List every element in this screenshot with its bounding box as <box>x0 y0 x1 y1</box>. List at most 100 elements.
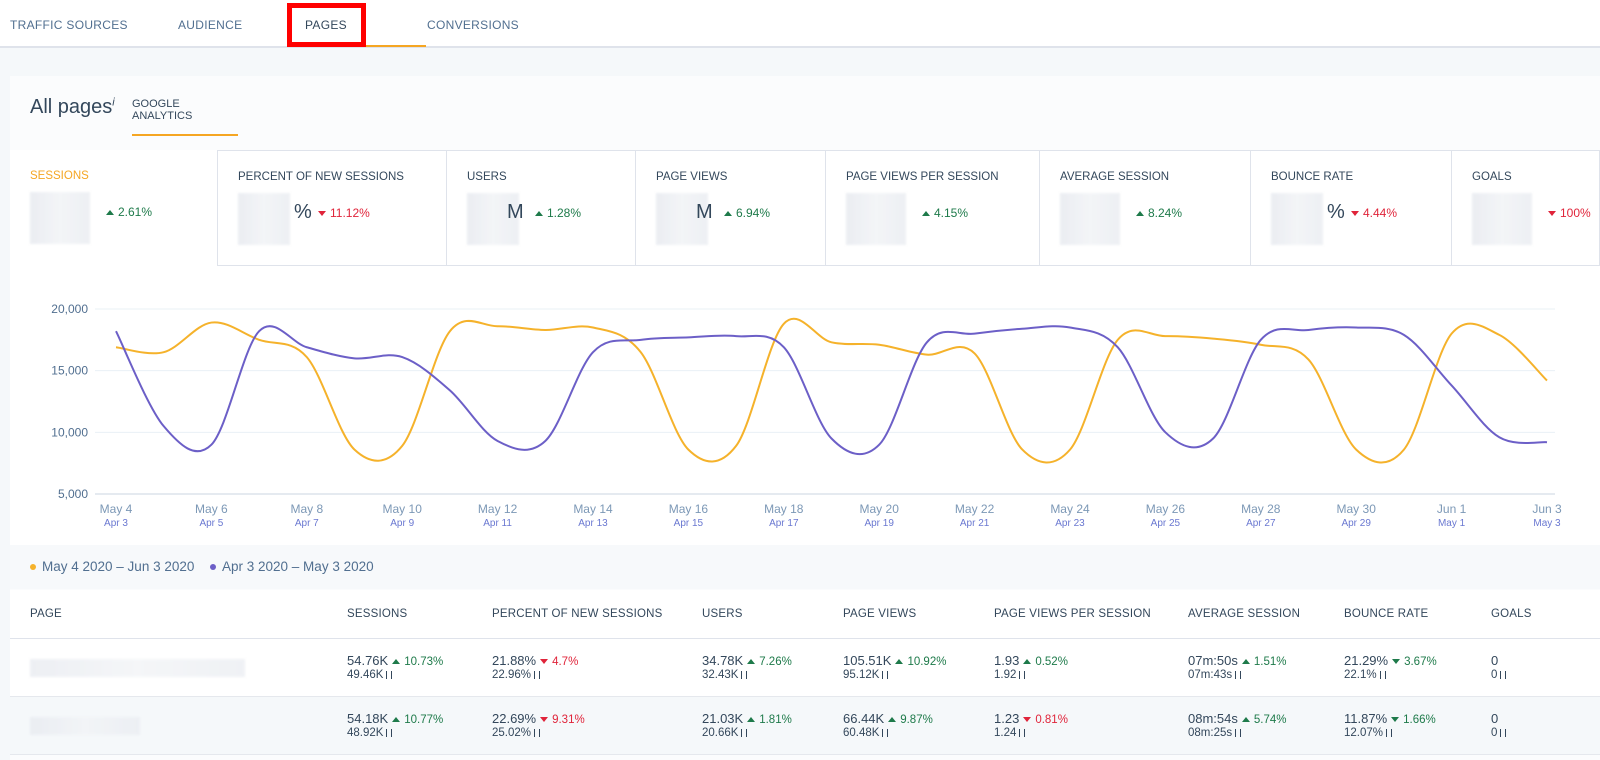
previous-value: 25.02% <box>492 727 532 739</box>
legend: May 4 2020 – Jun 3 2020 Apr 3 2020 – May … <box>10 545 1600 589</box>
trend-arrow <box>724 210 732 216</box>
column-header[interactable]: PAGE VIEWS PER SESSION <box>974 590 1168 639</box>
metric-card[interactable]: PERCENT OF NEW SESSIONS% 11.12% <box>218 150 447 266</box>
cell-previous: 1.92 <box>994 669 1168 681</box>
tab[interactable]: AUDIENCE <box>178 18 243 32</box>
tab-bar: TRAFFIC SOURCES AUDIENCE PAGES CONVERSIONS <box>0 0 1600 48</box>
trend-arrow <box>747 658 756 664</box>
change-value: 11.12% <box>330 206 370 220</box>
column-header[interactable]: BOUNCE RATE <box>1324 590 1471 639</box>
cell-value: 21.29% <box>1344 653 1389 668</box>
blurred-value <box>846 193 906 245</box>
cell-value: 07m:50s <box>1188 653 1238 668</box>
cell-previous: 49.46K <box>347 669 472 681</box>
change-value: 0.52% <box>1035 656 1068 668</box>
metric-label: USERS <box>467 171 507 183</box>
x-tick-label: May 8 <box>290 502 323 516</box>
trend-arrow <box>1392 658 1401 664</box>
x-tick-label-secondary: May 3 <box>1533 518 1561 529</box>
change: 4.44% <box>1347 206 1397 220</box>
table-cell: 54.18K 10.77% 48.92K <box>327 697 472 755</box>
metric-card[interactable]: PAGE VIEWS PER SESSION 4.15% <box>826 150 1040 266</box>
metric-card[interactable]: BOUNCE RATE% 4.44% <box>1251 150 1452 266</box>
compare-icon <box>1500 728 1507 737</box>
x-tick-label-secondary: Apr 25 <box>1151 518 1181 529</box>
previous-value: 20.66K <box>702 727 739 739</box>
column-header[interactable]: PERCENT OF NEW SESSIONS <box>472 590 682 639</box>
change: 0.52% <box>1019 656 1068 668</box>
metric-card[interactable]: GOALS 100% <box>1452 150 1600 266</box>
blurred-value <box>1060 193 1120 245</box>
metric-change: 6.94% <box>720 204 770 222</box>
trend-arrow <box>1136 210 1144 216</box>
x-tick-label-secondary: May 1 <box>1438 518 1466 529</box>
column-header[interactable]: PAGE <box>10 590 327 639</box>
change: 1.81% <box>743 714 792 726</box>
cell-main: 1.93 0.52% <box>994 653 1168 668</box>
column-header[interactable]: PAGE VIEWS <box>823 590 974 639</box>
trend-arrow <box>392 658 401 664</box>
column-header[interactable]: AVERAGE SESSION <box>1168 590 1324 639</box>
compare-icon <box>882 670 889 679</box>
cell-value: 34.78K <box>702 653 744 668</box>
cell-main: 34.78K 7.26% <box>702 653 823 668</box>
table-cell: 21.03K 1.81% 20.66K <box>682 697 823 755</box>
cell-value: 0 <box>1491 711 1499 726</box>
change: 4.7% <box>536 656 578 668</box>
subtab[interactable]: GOOGLE ANALYTICS <box>132 98 238 136</box>
cell-value: 54.18K <box>347 711 389 726</box>
change: 11.12% <box>314 206 370 220</box>
column-header[interactable]: GOALS <box>1471 590 1600 639</box>
previous-value: 49.46K <box>347 669 384 681</box>
cell-value: 66.44K <box>843 711 885 726</box>
legend-item[interactable]: May 4 2020 – Jun 3 2020 <box>30 559 194 574</box>
cell-main: 66.44K 9.87% <box>843 711 974 726</box>
cell-value: 21.88% <box>492 653 537 668</box>
change-value: 1.66% <box>1403 714 1436 726</box>
compare-icon <box>534 670 541 679</box>
highlight-box <box>287 3 366 47</box>
column-header[interactable]: SESSIONS <box>327 590 472 639</box>
cell-previous: 48.92K <box>347 727 472 739</box>
blurred-value <box>30 192 90 244</box>
metric-card[interactable]: USERS M 1.28% <box>447 150 636 266</box>
compare-icon <box>1379 670 1386 679</box>
tab[interactable]: PAGES <box>305 18 347 32</box>
previous-value: 22.1% <box>1344 669 1377 681</box>
x-tick-label-secondary: Apr 29 <box>1341 518 1371 529</box>
tab[interactable]: TRAFFIC SOURCES <box>10 18 128 32</box>
chart: 5,000 10,000 15,000 20,000 May 4 Apr 3 May 6 Ap… <box>10 266 1600 545</box>
cell-main: 0 <box>1491 711 1600 726</box>
compare-icon <box>386 670 393 679</box>
trend-arrow <box>888 716 897 722</box>
x-tick-label: May 30 <box>1337 502 1377 516</box>
page-cell[interactable] <box>10 697 327 755</box>
blurred-page-name <box>30 717 140 735</box>
previous-value: 0 <box>1491 669 1498 681</box>
metric-card[interactable]: SESSIONS 2.61% <box>10 150 218 266</box>
metric-card[interactable]: AVERAGE SESSION 8.24% <box>1040 150 1251 266</box>
metric-card[interactable]: PAGE VIEWS M 6.94% <box>636 150 826 266</box>
table-cell: 22.69% 9.31% 25.02% <box>472 697 682 755</box>
trend-arrow <box>1023 658 1032 664</box>
metric-change: 11.12% <box>314 204 370 222</box>
x-tick-label: May 28 <box>1241 502 1281 516</box>
change: 2.61% <box>102 205 152 219</box>
legend-item[interactable]: Apr 3 2020 – May 3 2020 <box>210 559 374 574</box>
metric-unit: % <box>294 201 312 223</box>
trend-arrow <box>922 210 930 216</box>
info-mark[interactable]: i <box>112 96 115 109</box>
cell-main: 21.29% 3.67% <box>1344 653 1471 668</box>
blurred-value <box>238 193 290 245</box>
table-cell: 08m:54s 5.74% 08m:25s <box>1168 697 1324 755</box>
change-value: 4.7% <box>552 656 579 668</box>
compare-icon <box>1235 670 1242 679</box>
x-tick-label-secondary: Apr 21 <box>960 518 990 529</box>
blurred-value <box>467 193 519 245</box>
trend-arrow <box>1241 716 1250 722</box>
tab[interactable]: CONVERSIONS <box>427 18 519 32</box>
column-header[interactable]: USERS <box>682 590 823 639</box>
x-tick-label: Jun 1 <box>1437 502 1467 516</box>
cell-previous: 22.96% <box>492 669 682 681</box>
page-cell[interactable] <box>10 639 327 697</box>
